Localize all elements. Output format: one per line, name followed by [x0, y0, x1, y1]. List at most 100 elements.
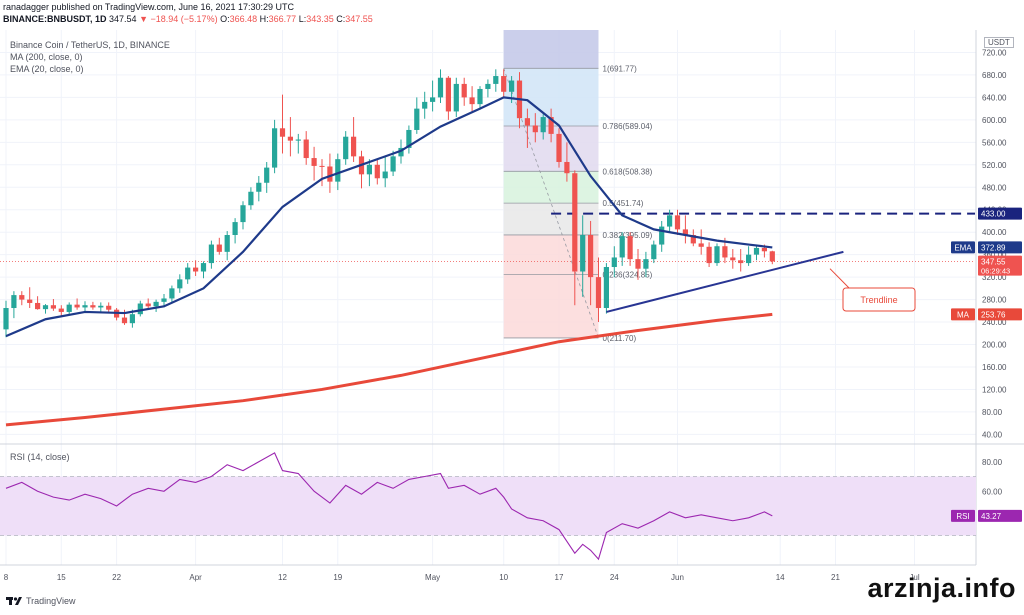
price-tick-label: 400.00 — [982, 228, 1007, 237]
price-tick-label: 320.00 — [982, 273, 1007, 282]
candle-down — [74, 304, 80, 308]
candle-up — [11, 295, 17, 309]
series-name-label: EMA — [954, 243, 972, 252]
candle-down — [287, 136, 293, 141]
candle-up — [161, 298, 167, 302]
fib-level-label: 0.236(324.85) — [603, 270, 653, 279]
candle-down — [730, 257, 736, 261]
chart-title-legend[interactable]: Binance Coin / TetherUS, 1D, BINANCE — [10, 40, 170, 50]
candle-up — [406, 129, 412, 148]
candle-down — [690, 235, 696, 244]
candle-down — [58, 308, 64, 312]
price-tick-label: 720.00 — [982, 48, 1007, 57]
candle-up — [272, 128, 278, 168]
candle-up — [643, 259, 649, 269]
low-label: L: — [298, 14, 307, 24]
trendline-callout-box — [842, 287, 916, 312]
fib-level-label: 0.5(451.74) — [603, 199, 644, 208]
candle-up — [437, 77, 444, 98]
candle-up — [295, 139, 301, 141]
price-tick-label: 360.00 — [982, 251, 1007, 260]
candle-down — [216, 244, 222, 252]
candle-up — [659, 226, 665, 245]
price-tick-label: 240.00 — [982, 318, 1007, 327]
candle-up — [335, 159, 341, 182]
ema-legend[interactable]: EMA (20, close, 0) — [10, 64, 84, 74]
candle-down — [682, 229, 688, 235]
candle-down — [327, 166, 333, 182]
time-tick-label: 10 — [499, 573, 508, 582]
rsi-axis-tag — [978, 509, 1022, 522]
fib-band — [503, 203, 599, 235]
rsi-axis-value: 43.27 — [981, 512, 1002, 521]
rsi-legend[interactable]: RSI (14, close) — [10, 452, 70, 462]
ma-axis-tag — [978, 308, 1022, 321]
ema-axis-value: 372.89 — [981, 243, 1006, 252]
candle-up — [422, 101, 428, 109]
ema20-line — [5, 96, 773, 338]
candle-up — [382, 171, 388, 179]
price-tick-label: 480.00 — [982, 183, 1007, 192]
candle-up — [137, 303, 143, 315]
price-tick-label: 120.00 — [982, 385, 1007, 394]
fib-level-label: 0.618(508.38) — [603, 167, 653, 176]
price-tick-label: 40.00 — [982, 430, 1003, 439]
candle-up — [746, 254, 752, 264]
candle-down — [627, 236, 633, 260]
price-tick-label: 280.00 — [982, 296, 1007, 305]
fib-level-label: 1(691.77) — [603, 64, 638, 73]
series-name-label: MA — [957, 310, 970, 319]
candle-up — [430, 97, 436, 102]
candle-down — [564, 161, 570, 174]
time-tick-label: 12 — [278, 573, 287, 582]
series-name-tag — [951, 241, 975, 254]
candle-down — [311, 158, 317, 166]
fib-level-label: 0.786(589.04) — [603, 122, 653, 131]
main-pane — [0, 30, 976, 440]
candle-down — [445, 77, 451, 112]
fib-level-label: 0(211.70) — [603, 334, 637, 343]
open-label: O: — [220, 14, 230, 24]
candle-down — [351, 136, 357, 157]
time-tick-label: Apr — [189, 573, 202, 582]
candle-down — [595, 277, 602, 309]
candle-up — [3, 308, 9, 330]
price-tick-label: 80.00 — [982, 408, 1003, 417]
candle-up — [264, 167, 270, 183]
candle-up — [509, 80, 515, 92]
candle-up — [177, 279, 183, 289]
candle-down — [706, 246, 712, 264]
candle-down — [588, 235, 594, 278]
candle-up — [477, 88, 483, 105]
time-tick-label: 24 — [610, 573, 619, 582]
last-price-axis-value: 347.55 — [981, 258, 1006, 267]
currency-badge[interactable]: USDT — [984, 37, 1014, 48]
tradingview-brand: TradingView — [6, 596, 76, 606]
candle-up — [540, 117, 546, 133]
candle-down — [548, 117, 554, 134]
candle-up — [651, 244, 657, 260]
rsi-name-tag — [951, 509, 975, 522]
candle-down — [145, 303, 151, 307]
candle-up — [485, 83, 491, 89]
candle-down — [303, 139, 309, 159]
candle-down — [674, 215, 681, 230]
candle-down — [319, 165, 325, 167]
open-value: 366.48 — [229, 14, 258, 24]
brand-name: TradingView — [26, 596, 76, 606]
site-watermark: arzinja.info — [867, 573, 1016, 603]
candle-up — [398, 147, 404, 157]
tradingview-logo-icon — [6, 597, 22, 605]
candle-down — [572, 173, 578, 272]
fib-extension-band — [503, 30, 599, 69]
series-name-tag — [951, 308, 975, 321]
candle-up — [343, 136, 349, 160]
candle-down — [35, 302, 41, 310]
price-tick-label: 520.00 — [982, 161, 1007, 170]
candle-up — [66, 304, 72, 312]
low-value: 343.35 — [306, 14, 334, 24]
close-value: 347.55 — [345, 14, 373, 24]
candle-up — [611, 257, 617, 268]
ma-legend[interactable]: MA (200, close, 0) — [10, 52, 83, 62]
